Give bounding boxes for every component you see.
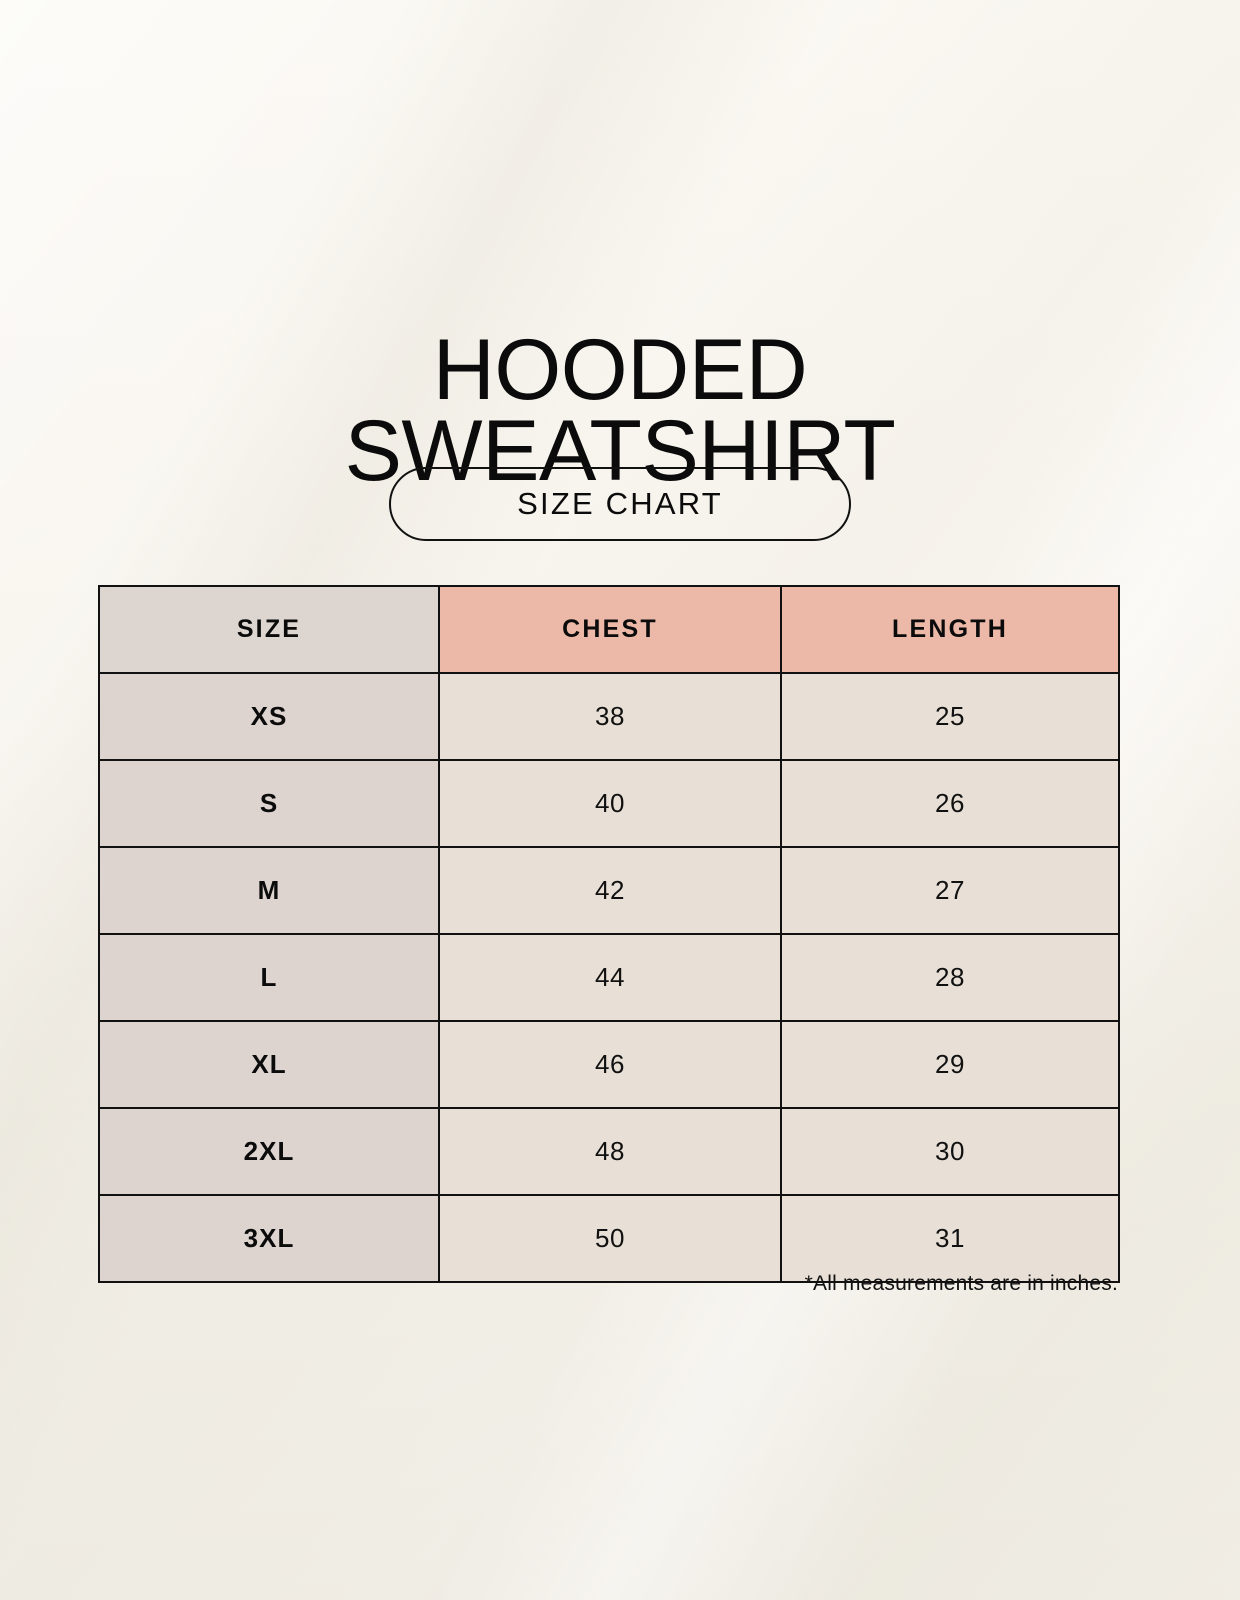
table-row: S 40 26 [98, 759, 1120, 848]
table-row: XL 46 29 [98, 1020, 1120, 1109]
size-chart-badge-label: SIZE CHART [517, 486, 723, 521]
cell-chest: 50 [438, 1194, 782, 1283]
column-header-size: SIZE [98, 585, 440, 674]
table-row: 3XL 50 31 [98, 1194, 1120, 1283]
cell-size: 3XL [98, 1194, 440, 1283]
cell-size: 2XL [98, 1107, 440, 1196]
cell-chest: 42 [438, 846, 782, 935]
cell-size: M [98, 846, 440, 935]
cell-chest: 38 [438, 672, 782, 761]
table-header-row: SIZE CHEST LENGTH [98, 585, 1120, 674]
badge-container: SIZE CHART [0, 467, 1240, 541]
cell-chest: 48 [438, 1107, 782, 1196]
cell-chest: 40 [438, 759, 782, 848]
column-header-chest: CHEST [438, 585, 782, 674]
cell-length: 25 [780, 672, 1120, 761]
cell-size: L [98, 933, 440, 1022]
cell-length: 30 [780, 1107, 1120, 1196]
cell-size: XS [98, 672, 440, 761]
measurement-footnote: *All measurements are in inches. [804, 1272, 1118, 1295]
table-row: M 42 27 [98, 846, 1120, 935]
column-header-length: LENGTH [780, 585, 1120, 674]
cell-chest: 44 [438, 933, 782, 1022]
cell-length: 31 [780, 1194, 1120, 1283]
cell-length: 27 [780, 846, 1120, 935]
size-chart-badge: SIZE CHART [389, 467, 851, 541]
page-title: HOODED SWEATSHIRT [344, 321, 896, 500]
table-row: 2XL 48 30 [98, 1107, 1120, 1196]
size-table: SIZE CHEST LENGTH XS 38 25 S 40 26 [98, 585, 1120, 1283]
cell-chest: 46 [438, 1020, 782, 1109]
cell-length: 28 [780, 933, 1120, 1022]
table-row: L 44 28 [98, 933, 1120, 1022]
cell-length: 26 [780, 759, 1120, 848]
size-table-container: SIZE CHEST LENGTH XS 38 25 S 40 26 [98, 585, 1120, 1283]
cell-size: S [98, 759, 440, 848]
cell-length: 29 [780, 1020, 1120, 1109]
cell-size: XL [98, 1020, 440, 1109]
table-row: XS 38 25 [98, 672, 1120, 761]
